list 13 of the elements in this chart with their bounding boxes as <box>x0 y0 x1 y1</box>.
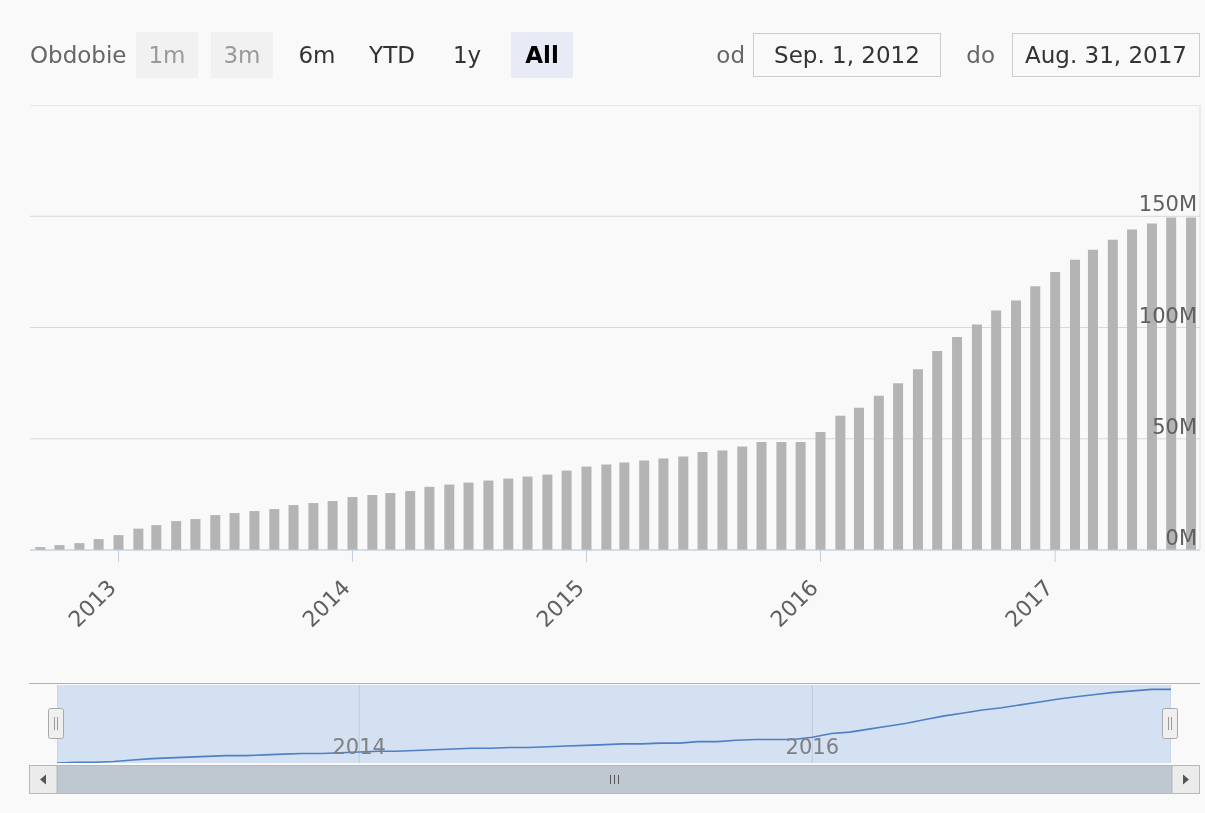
text: 6m <box>298 42 336 68</box>
text: 3m <box>223 42 261 68</box>
text: do <box>966 42 995 68</box>
text: od <box>716 42 745 68</box>
x-tick-label: 2016 <box>785 735 840 759</box>
text: Aug. 31, 2017 <box>1025 42 1187 68</box>
text: All <box>525 42 559 68</box>
text: 1y <box>452 42 482 68</box>
text: Sep. 1, 2012 <box>774 42 920 68</box>
y-tick-label: 150M <box>1138 192 1197 217</box>
text: YTD <box>369 42 415 68</box>
text: 1m <box>148 42 186 68</box>
text: Obdobie <box>30 42 127 68</box>
